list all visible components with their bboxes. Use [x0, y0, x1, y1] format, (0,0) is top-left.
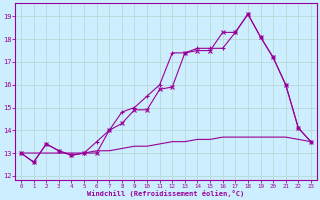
X-axis label: Windchill (Refroidissement éolien,°C): Windchill (Refroidissement éolien,°C): [87, 190, 244, 197]
